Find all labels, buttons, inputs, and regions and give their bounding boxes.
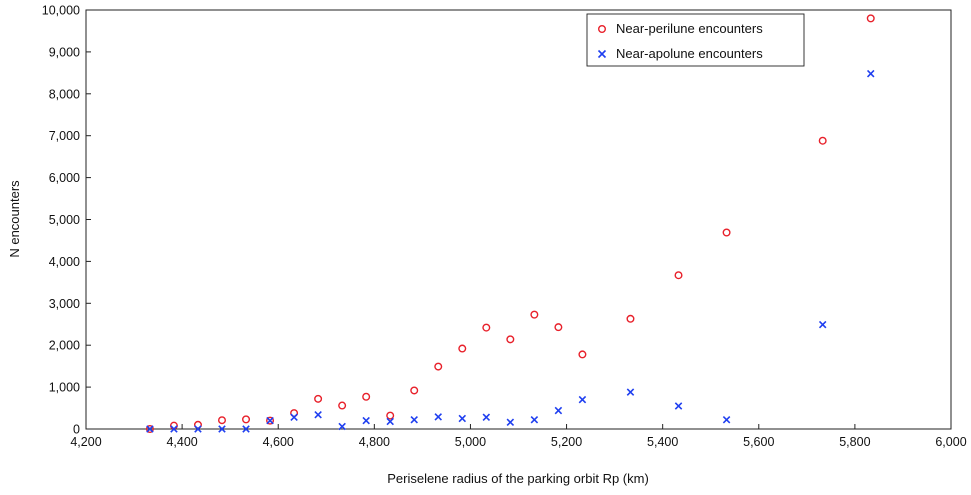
y-tick-label: 2,000	[49, 339, 80, 353]
apolune-point	[674, 402, 683, 410]
apolune-point	[314, 410, 322, 419]
apolune-point	[170, 425, 178, 433]
apolune-point	[626, 388, 635, 396]
series-perilune	[145, 14, 875, 434]
y-axis-title: N encounters	[7, 180, 22, 258]
perilune-point	[482, 323, 491, 332]
apolune-point	[506, 418, 515, 427]
apolune-point	[554, 406, 563, 415]
apolune-point	[266, 416, 274, 425]
apolune-point	[530, 416, 539, 424]
y-tick-label: 3,000	[49, 297, 80, 311]
apolune-point	[578, 395, 587, 404]
apolune-point	[218, 425, 226, 433]
y-tick-label: 6,000	[49, 171, 80, 185]
legend-perilune-marker	[598, 25, 607, 34]
plot-frame	[85, 9, 952, 430]
x-tick-label: 5,400	[647, 435, 678, 449]
y-tick-label: 8,000	[49, 87, 80, 101]
perilune-point	[506, 335, 515, 344]
perilune-point	[554, 323, 563, 332]
apolune-point	[410, 416, 418, 424]
y-tick-label: 4,000	[49, 255, 80, 269]
x-tick-label: 4,600	[263, 435, 294, 449]
apolune-point	[290, 413, 298, 422]
apolune-point	[194, 425, 202, 433]
perilune-point	[410, 386, 419, 395]
x-tick-label: 5,200	[551, 435, 582, 449]
y-tick-label: 0	[73, 423, 80, 437]
perilune-point	[578, 350, 587, 359]
perilune-point	[722, 228, 731, 237]
perilune-point	[674, 271, 683, 280]
x-tick-label: 4,200	[70, 435, 101, 449]
apolune-point	[866, 69, 875, 78]
legend-apolune-marker	[597, 49, 607, 59]
apolune-point	[338, 422, 346, 431]
perilune-point	[434, 362, 443, 371]
perilune-point	[266, 416, 275, 425]
legend-apolune-label: Near-apolune encounters	[616, 46, 763, 61]
perilune-point	[338, 401, 347, 410]
apolune-point	[482, 413, 491, 422]
perilune-point	[145, 425, 154, 434]
perilune-point	[386, 411, 395, 420]
x-tick-label: 5,000	[455, 435, 486, 449]
x-tick-label: 4,800	[359, 435, 390, 449]
perilune-point	[217, 416, 226, 425]
series-apolune	[146, 69, 875, 433]
perilune-point	[458, 344, 467, 353]
x-tick-label: 4,400	[166, 435, 197, 449]
perilune-point	[242, 415, 251, 424]
legend-box	[586, 13, 805, 67]
y-tick-label: 9,000	[49, 45, 80, 59]
perilune-point	[362, 392, 371, 401]
y-tick-label: 10,000	[42, 4, 80, 18]
apolune-point	[722, 416, 731, 424]
perilune-point	[866, 14, 875, 23]
apolune-point	[434, 413, 443, 421]
x-axis-title: Periselene radius of the parking orbit R…	[387, 471, 649, 486]
perilune-point	[314, 394, 323, 403]
y-tick-label: 1,000	[49, 381, 80, 395]
x-tick-label: 6,000	[935, 435, 966, 449]
y-axis-ticks: 0 1,000 2,000 3,000 4,000 5,000 6,000 7,000 8,00…	[42, 4, 91, 437]
x-axis-ticks: 4,200 4,400 4,600 4,800 5,000 5,200 5,400 5,600…	[70, 424, 967, 449]
perilune-point	[818, 136, 827, 145]
perilune-point	[530, 310, 539, 319]
data-series	[145, 14, 875, 434]
y-tick-label: 7,000	[49, 129, 80, 143]
legend-perilune-label: Near-perilune encounters	[616, 21, 763, 36]
apolune-point	[458, 414, 467, 423]
apolune-point	[362, 416, 370, 425]
apolune-point	[146, 425, 154, 433]
apolune-point	[818, 320, 827, 329]
x-tick-label: 5,800	[839, 435, 870, 449]
perilune-point	[626, 314, 635, 323]
axes	[85, 9, 952, 430]
x-tick-label: 5,600	[743, 435, 774, 449]
legend: Near-perilune encounters Near-apolune en…	[586, 13, 805, 67]
y-tick-label: 5,000	[49, 213, 80, 227]
apolune-point	[242, 425, 250, 433]
apolune-point	[386, 417, 394, 426]
